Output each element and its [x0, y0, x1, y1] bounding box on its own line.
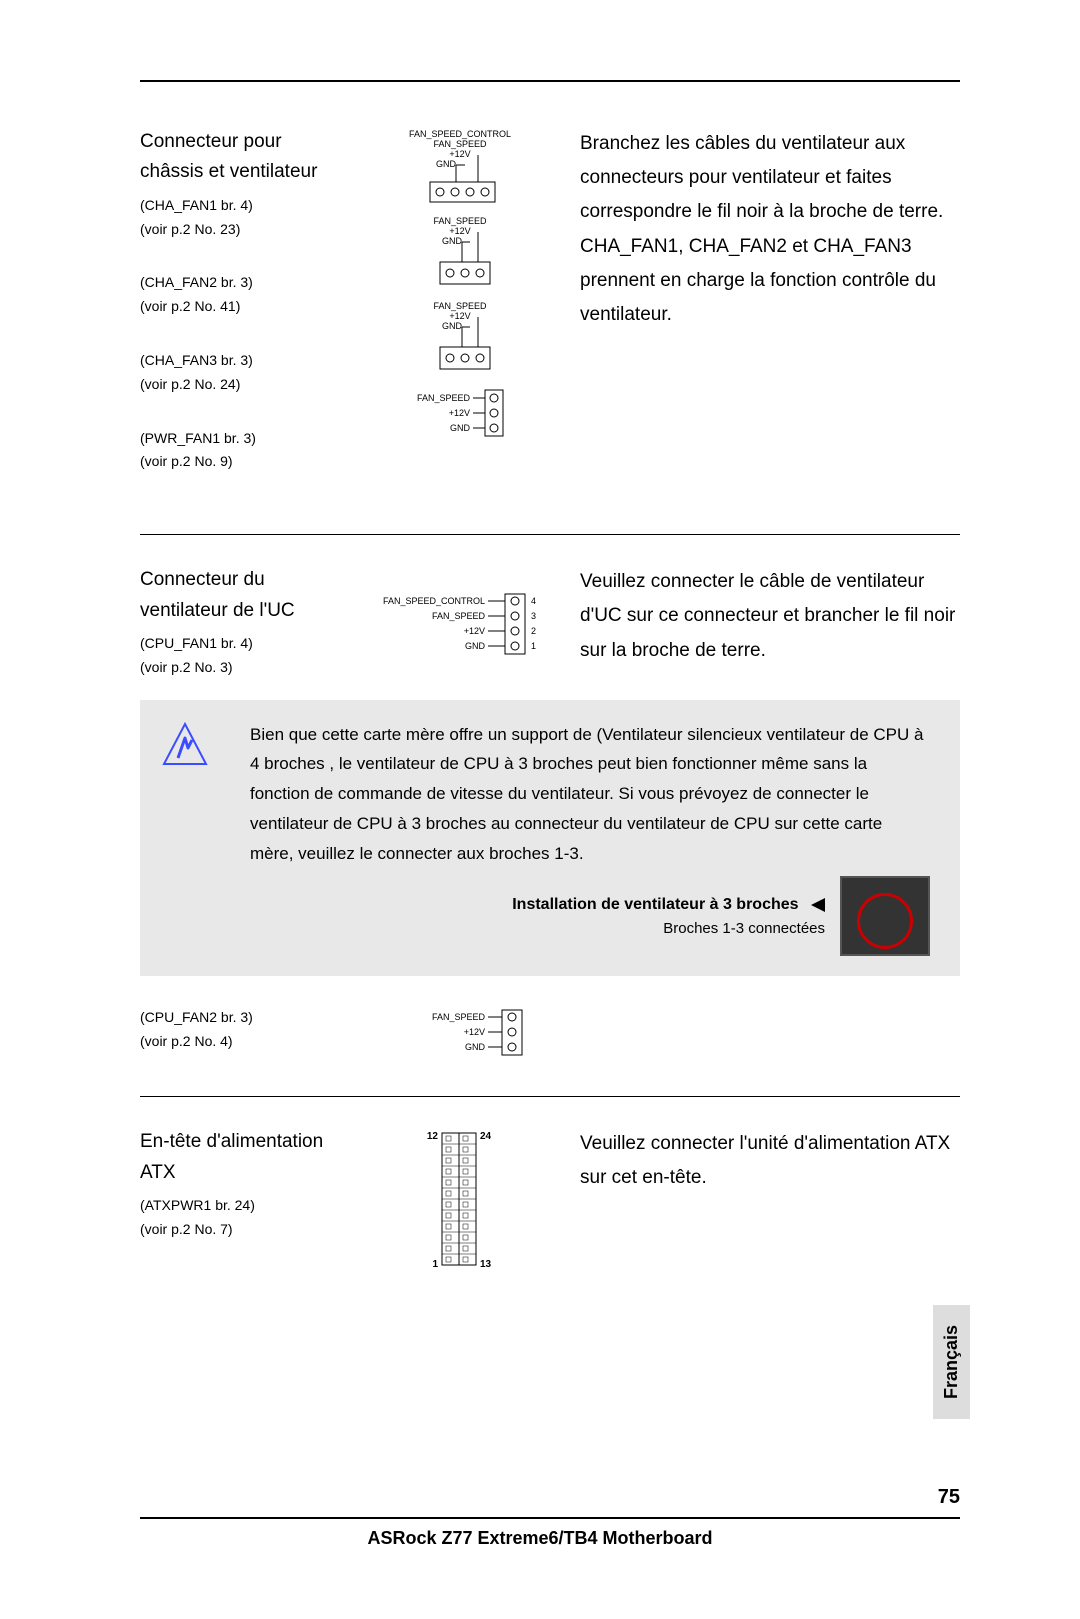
svg-text:FAN_SPEED: FAN_SPEED	[433, 139, 487, 149]
svg-text:FAN_SPEED_CONTROL: FAN_SPEED_CONTROL	[383, 596, 485, 606]
svg-text:4: 4	[531, 596, 536, 606]
svg-text:GND: GND	[465, 641, 486, 651]
cha-fan2-ref: (CHA_FAN2 br. 3)	[140, 271, 340, 295]
install-photo	[840, 876, 930, 956]
svg-text:12: 12	[427, 1131, 439, 1142]
atxpwr1-ref: (ATXPWR1 br. 24)	[140, 1194, 340, 1218]
cha-fan1-ref: (CHA_FAN1 br. 4)	[140, 194, 340, 218]
svg-text:+12V: +12V	[449, 311, 470, 321]
cpu-fan1-page: (voir p.2 No. 3)	[140, 656, 340, 680]
diagram-pwr-fan1: FAN_SPEED +12V GND	[385, 387, 535, 447]
cha-fan2-page: (voir p.2 No. 41)	[140, 295, 340, 319]
language-tab: Français	[933, 1305, 970, 1419]
svg-text:1: 1	[531, 641, 536, 651]
section4-title: En-tête d'alimentation ATX	[140, 1127, 340, 1188]
svg-text:FAN_SPEED: FAN_SPEED	[417, 393, 471, 403]
section-atx-power: En-tête d'alimentation ATX (ATXPWR1 br. …	[140, 1127, 960, 1277]
svg-text:GND: GND	[465, 1042, 486, 1052]
rule-1	[140, 534, 960, 535]
diagram-cpu-fan1: FAN_SPEED_CONTROL FAN_SPEED +12V GND 4 3…	[355, 590, 565, 665]
cpu-fan1-ref: (CPU_FAN1 br. 4)	[140, 632, 340, 656]
cha-fan1-page: (voir p.2 No. 23)	[140, 218, 340, 242]
bottom-rule	[140, 1517, 960, 1519]
cpu-fan2-page: (voir p.2 No. 4)	[140, 1030, 340, 1054]
svg-text:GND: GND	[450, 423, 471, 433]
page-number: 75	[938, 1486, 960, 1509]
warning-icon	[160, 720, 210, 957]
note-install-sub: Broches 1-3 connectées	[512, 920, 825, 937]
note-install-title: Installation de ventilateur à 3 broches	[512, 896, 825, 914]
svg-text:1: 1	[432, 1259, 438, 1270]
section-chassis-fan: Connecteur pour châssis et ventilateur (…	[140, 127, 960, 504]
footer-text: ASRock Z77 Extreme6/TB4 Motherboard	[0, 1528, 1080, 1549]
svg-text:+12V: +12V	[464, 1027, 485, 1037]
svg-text:GND: GND	[442, 321, 463, 331]
note-text: Bien que cette carte mère offre un suppo…	[250, 720, 930, 869]
section-cpu-fan: Connecteur du ventilateur de l'UC (CPU_F…	[140, 565, 960, 679]
note-box: Bien que cette carte mère offre un suppo…	[140, 700, 960, 977]
svg-text:FAN_SPEED: FAN_SPEED	[433, 301, 487, 311]
svg-text:+12V: +12V	[449, 408, 470, 418]
svg-text:GND: GND	[436, 159, 457, 169]
diagram-cha-fan1: FAN_SPEED_CONTROL FAN_SPEED +12V GND	[390, 127, 530, 207]
cha-fan3-page: (voir p.2 No. 24)	[140, 373, 340, 397]
top-rule	[140, 80, 960, 82]
svg-text:24: 24	[480, 1131, 492, 1142]
svg-text:FAN_SPEED: FAN_SPEED	[433, 216, 487, 226]
section-cpu-fan2: (CPU_FAN2 br. 3) (voir p.2 No. 4) FAN_SP…	[140, 1006, 960, 1066]
svg-text:+12V: +12V	[464, 626, 485, 636]
section1-desc: Branchez les câbles du ventilateur aux c…	[580, 127, 960, 332]
pwr-fan1-page: (voir p.2 No. 9)	[140, 450, 340, 474]
section2-title: Connecteur du ventilateur de l'UC	[140, 565, 340, 626]
svg-text:FAN_SPEED: FAN_SPEED	[432, 1012, 486, 1022]
svg-text:2: 2	[531, 626, 536, 636]
svg-text:FAN_SPEED_CONTROL: FAN_SPEED_CONTROL	[409, 129, 511, 139]
diagram-cha-fan2: FAN_SPEED +12V GND	[400, 212, 520, 292]
pwr-fan1-ref: (PWR_FAN1 br. 3)	[140, 427, 340, 451]
svg-text:FAN_SPEED: FAN_SPEED	[432, 611, 486, 621]
svg-text:3: 3	[531, 611, 536, 621]
section2-desc: Veuillez connecter le câble de ventilate…	[580, 565, 960, 668]
svg-text:+12V: +12V	[449, 149, 470, 159]
rule-2	[140, 1096, 960, 1097]
section1-title: Connecteur pour châssis et ventilateur	[140, 127, 340, 188]
diagram-cha-fan3: FAN_SPEED +12V GND	[400, 297, 520, 377]
svg-text:+12V: +12V	[449, 226, 470, 236]
section4-desc: Veuillez connecter l'unité d'alimentatio…	[580, 1127, 960, 1195]
diagram-atx24: 12 24	[410, 1127, 510, 1277]
cha-fan3-ref: (CHA_FAN3 br. 3)	[140, 349, 340, 373]
diagram-cpu-fan2: FAN_SPEED +12V GND	[370, 1006, 550, 1066]
arrow-left-icon	[811, 898, 825, 912]
svg-text:13: 13	[480, 1259, 492, 1270]
svg-text:GND: GND	[442, 236, 463, 246]
atxpwr1-page: (voir p.2 No. 7)	[140, 1218, 340, 1242]
cpu-fan2-ref: (CPU_FAN2 br. 3)	[140, 1006, 340, 1030]
